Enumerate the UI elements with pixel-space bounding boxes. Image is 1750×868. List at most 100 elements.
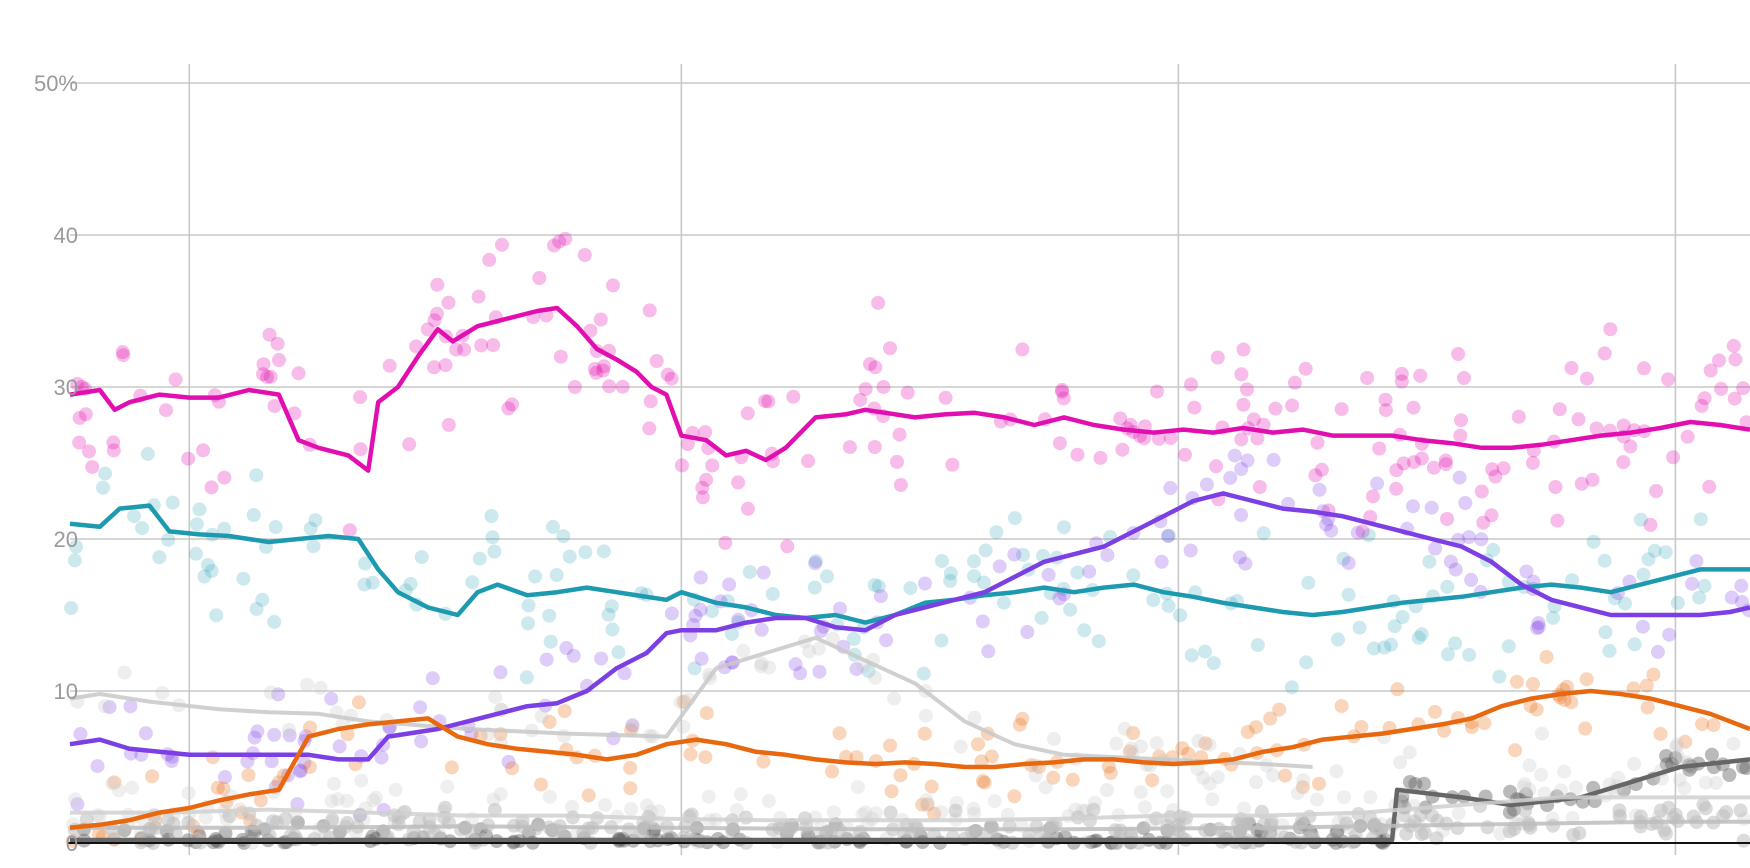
poll-dot bbox=[216, 781, 231, 796]
poll-dot bbox=[427, 360, 441, 375]
poll-dot bbox=[1394, 366, 1409, 381]
poll-dot bbox=[699, 706, 714, 721]
poll-dot bbox=[846, 631, 861, 646]
poll-dot bbox=[1161, 529, 1175, 544]
poll-dot bbox=[161, 532, 176, 547]
poll-dot bbox=[542, 789, 557, 804]
poll-dot bbox=[1474, 532, 1489, 547]
poll-dot bbox=[688, 608, 703, 623]
poll-dot bbox=[812, 664, 827, 679]
poll-dot bbox=[1627, 756, 1642, 771]
poll-dot bbox=[649, 354, 664, 368]
poll-dot bbox=[724, 823, 739, 838]
poll-dot bbox=[967, 710, 982, 725]
poll-dot bbox=[664, 606, 679, 621]
poll-dot bbox=[1091, 634, 1106, 649]
poll-dot bbox=[1126, 568, 1141, 583]
poll-dot bbox=[1109, 736, 1124, 751]
poll-dot bbox=[1488, 469, 1503, 484]
y-tick-label: 30 bbox=[54, 375, 78, 400]
poll-dot bbox=[1666, 450, 1681, 465]
poll-dot bbox=[756, 565, 771, 580]
poll-dot bbox=[521, 598, 536, 613]
poll-dot bbox=[557, 729, 571, 744]
poll-dot bbox=[1671, 749, 1685, 764]
trend-lines bbox=[69, 305, 1750, 843]
poll-dot bbox=[1378, 392, 1393, 407]
poll-dot bbox=[883, 805, 898, 820]
y-tick-label: 10 bbox=[54, 679, 78, 704]
poll-dot bbox=[263, 369, 278, 384]
poll-dot bbox=[935, 554, 949, 568]
poll-dot bbox=[357, 577, 372, 592]
poll-dot bbox=[1643, 517, 1658, 532]
poll-dot bbox=[731, 475, 746, 490]
poll-dot bbox=[532, 271, 547, 285]
poll-dot bbox=[471, 289, 486, 304]
poll-dot bbox=[1476, 515, 1491, 530]
poll-dot bbox=[374, 750, 389, 765]
poll-dot bbox=[1295, 780, 1310, 795]
poll-dot bbox=[501, 401, 516, 416]
poll-dot bbox=[1736, 760, 1750, 775]
poll-dot bbox=[867, 440, 882, 454]
poll-dot bbox=[1196, 770, 1211, 785]
poll-dot bbox=[1329, 764, 1344, 779]
poll-dot bbox=[664, 371, 679, 386]
gridlines bbox=[70, 64, 1750, 855]
poll-dot bbox=[987, 794, 1002, 809]
poll-dot bbox=[306, 539, 321, 554]
poll-dot bbox=[124, 780, 139, 795]
poll-dot bbox=[485, 530, 500, 545]
poll-dot bbox=[604, 599, 619, 614]
poll-dot bbox=[98, 466, 113, 481]
poll-dot bbox=[1232, 550, 1247, 565]
poll-dot bbox=[761, 394, 776, 409]
poll-dot bbox=[1007, 511, 1022, 526]
poll-dot bbox=[1065, 772, 1080, 787]
poll-dot bbox=[528, 569, 543, 584]
poll-dot bbox=[1378, 403, 1393, 418]
poll-dot bbox=[1658, 826, 1673, 841]
poll-dot bbox=[78, 407, 93, 422]
poll-dot bbox=[1736, 833, 1750, 848]
poll-dot bbox=[1414, 627, 1429, 642]
poll-dot bbox=[1350, 525, 1365, 540]
poll-dot bbox=[1726, 736, 1741, 751]
poll-dot bbox=[250, 724, 265, 739]
poll-dot bbox=[1670, 595, 1685, 610]
trend-line bbox=[69, 503, 1750, 625]
poll-dot bbox=[1227, 448, 1242, 463]
poll-dot bbox=[302, 760, 317, 774]
poll-dot bbox=[660, 367, 675, 382]
poll-dot bbox=[832, 726, 847, 741]
poll-dot bbox=[263, 685, 278, 700]
poll-dot bbox=[1266, 768, 1280, 783]
poll-dot bbox=[1668, 807, 1683, 822]
poll-dot bbox=[858, 805, 873, 820]
poll-dot bbox=[102, 700, 117, 715]
poll-dot bbox=[871, 295, 886, 310]
poll-dot bbox=[1534, 767, 1549, 782]
poll-dot bbox=[1237, 801, 1251, 816]
poll-dot bbox=[1341, 587, 1356, 602]
poll-dot bbox=[1426, 460, 1441, 475]
poll-dot bbox=[449, 342, 464, 357]
poll-dot bbox=[204, 480, 219, 495]
poll-dot bbox=[1287, 375, 1302, 390]
poll-dot bbox=[197, 569, 212, 584]
poll-dot bbox=[409, 339, 424, 354]
poll-dot bbox=[722, 577, 737, 592]
poll-dot bbox=[597, 359, 611, 374]
poll-dot bbox=[1163, 431, 1178, 445]
poll-dot bbox=[1697, 391, 1712, 406]
poll-dot bbox=[695, 480, 710, 495]
poll-dot bbox=[808, 556, 823, 571]
poll-dot bbox=[1413, 368, 1428, 383]
poll-dot bbox=[1639, 678, 1654, 693]
poll-dot bbox=[1492, 669, 1507, 684]
poll-dot bbox=[1546, 818, 1560, 833]
poll-dot bbox=[1728, 352, 1743, 367]
poll-dot bbox=[683, 747, 698, 762]
poll-dot bbox=[1502, 824, 1517, 839]
